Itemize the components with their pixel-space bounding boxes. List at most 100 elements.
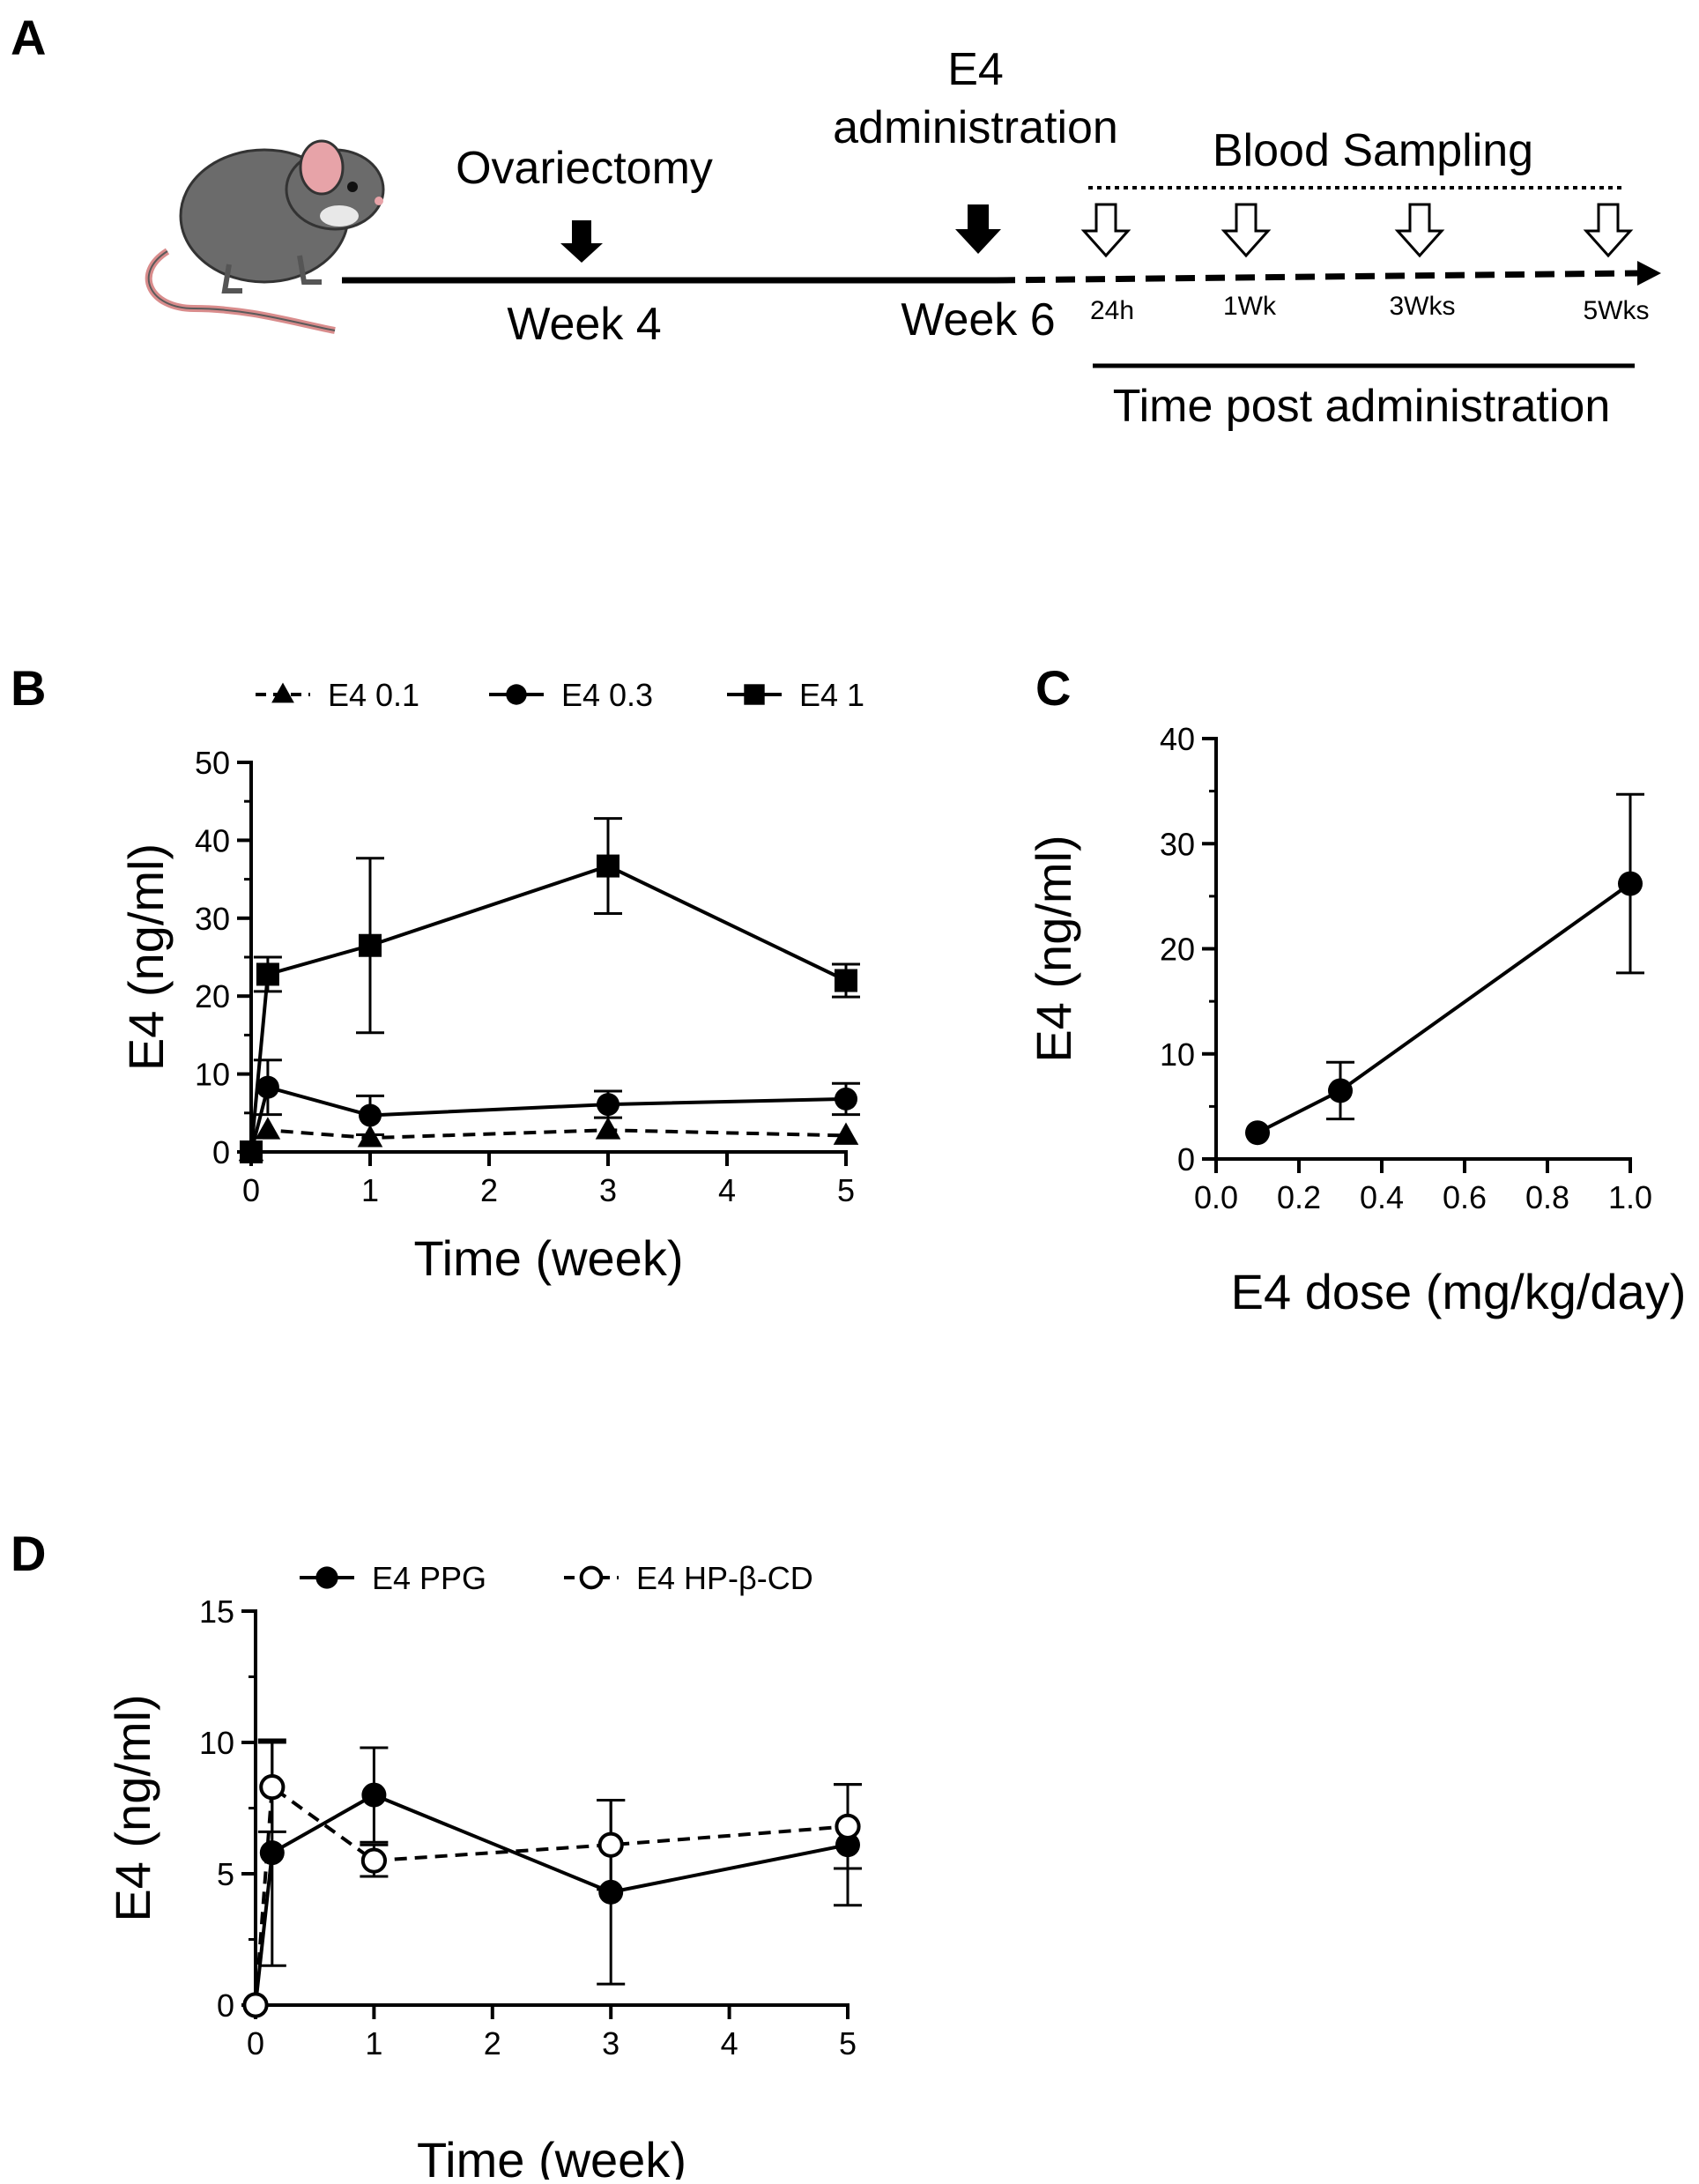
d-data-point	[242, 1992, 269, 2018]
b-x-tick-label: 5	[837, 1172, 855, 1208]
panel-a-timeline: A Ovariectomy Week 4 E4 administration W…	[11, 10, 1661, 432]
d-data-point	[598, 1879, 624, 1905]
d-legend-label: E4 HP-β-CD	[636, 1560, 813, 1596]
b-data-point	[256, 962, 279, 986]
b-x-tick-label: 1	[361, 1172, 379, 1208]
c-x-tick-label: 0.6	[1443, 1179, 1487, 1215]
c-y-tick-label: 40	[1160, 721, 1195, 757]
b-data-point	[256, 1075, 279, 1099]
d-data-point	[597, 1831, 624, 1858]
b-data-point	[835, 1087, 857, 1111]
d-legend-marker	[315, 1566, 338, 1589]
d-y-tick-label: 15	[199, 1593, 234, 1630]
e4-label: E4	[947, 44, 1004, 95]
b-legend-marker	[506, 684, 527, 705]
b-y-axis-title: E4 (ng/ml)	[118, 843, 174, 1071]
b-legend-label: E4 0.1	[328, 677, 419, 713]
b-legend-marker	[271, 682, 294, 703]
d-data-point	[259, 1774, 286, 1801]
c-y-axis-title: E4 (ng/ml)	[1026, 835, 1081, 1062]
c-y-tick-label: 20	[1160, 932, 1195, 968]
c-x-tick-label: 0.2	[1277, 1179, 1321, 1215]
d-x-tick-label: 4	[721, 2025, 738, 2061]
b-x-tick-label: 0	[242, 1172, 260, 1208]
chart-b: B 0 10 20 30 40 50 0 1 2 3 4 5 Time (week) E4 (ng/ml)…	[11, 660, 864, 1286]
sample-time-24h: 24h	[1090, 296, 1134, 325]
b-series-line-1	[249, 1085, 847, 1153]
b-data-point	[835, 969, 857, 992]
b-y-tick-label: 30	[195, 901, 230, 937]
c-data-point	[1328, 1078, 1353, 1103]
c-data-point	[1618, 871, 1643, 896]
administration-label: administration	[833, 102, 1118, 153]
timeline-dashed	[995, 270, 1640, 284]
b-data-point	[597, 854, 620, 878]
b-y-tick-label: 0	[212, 1134, 230, 1170]
mouse-icon	[145, 139, 385, 334]
d-x-axis-title: Time (week)	[417, 2132, 686, 2180]
panel-c-label: C	[1035, 660, 1071, 716]
b-series-line-0	[249, 1128, 847, 1154]
d-series-line-1	[254, 1783, 849, 2006]
d-y-tick-label: 5	[217, 1856, 234, 1892]
sample-arrow-5wks-icon	[1583, 203, 1634, 258]
sample-time-5wks: 5Wks	[1584, 296, 1650, 325]
week6-label: Week 6	[901, 294, 1055, 345]
timeline-arrowhead-icon	[1637, 261, 1661, 286]
d-data-point	[360, 1847, 387, 1874]
b-data-point	[833, 1122, 859, 1145]
d-data-point	[361, 1782, 387, 1808]
sample-time-3wks: 3Wks	[1390, 292, 1456, 321]
sample-arrow-1wk-icon	[1220, 203, 1272, 258]
b-legend-label: E4 0.3	[561, 677, 653, 713]
b-y-tick-label: 40	[195, 822, 230, 858]
d-x-tick-label: 3	[602, 2025, 620, 2061]
b-y-tick-label: 50	[195, 745, 230, 781]
d-data-point	[835, 1813, 861, 1839]
d-data-point	[259, 1840, 285, 1866]
panel-a-label: A	[11, 10, 46, 65]
c-x-tick-label: 0.0	[1194, 1179, 1238, 1215]
d-x-tick-label: 2	[484, 2025, 501, 2061]
b-y-tick-label: 10	[195, 1057, 230, 1093]
b-data-point	[359, 933, 382, 957]
d-x-tick-label: 5	[839, 2025, 857, 2061]
b-x-tick-label: 2	[480, 1172, 498, 1208]
b-data-point	[255, 1117, 281, 1140]
b-y-tick-label: 20	[195, 978, 230, 1014]
b-data-point	[595, 1117, 621, 1140]
d-y-axis-title: E4 (ng/ml)	[105, 1694, 160, 1921]
chart-d: D 0 5 10 15 0 1 2 3 4 5 Time (week) E4 (ng/ml) E4 PP…	[11, 1526, 862, 2184]
c-data-point	[1245, 1120, 1270, 1146]
b-x-axis-title: Time (week)	[414, 1230, 684, 1286]
b-series-line-2	[249, 864, 847, 1153]
sample-arrow-3wks-icon	[1394, 203, 1445, 258]
d-y-tick-label: 0	[217, 1987, 234, 2024]
c-series-line-0	[1257, 881, 1632, 1134]
b-data-point	[597, 1093, 620, 1117]
c-x-tick-label: 1.0	[1608, 1179, 1652, 1215]
sample-arrow-24h-icon	[1080, 203, 1131, 258]
d-x-tick-label: 0	[247, 2025, 264, 2061]
chart-c: C 0 10 20 30 40 0.0 0.2 0.4 0.6 0.8 1.0 E4 dose (mg…	[1026, 660, 1686, 1319]
time-post-label: Time post administration	[1113, 381, 1611, 432]
b-x-tick-label: 3	[599, 1172, 617, 1208]
ovariectomy-arrow-icon	[560, 220, 603, 263]
ovariectomy-label: Ovariectomy	[456, 143, 713, 194]
administration-arrow-icon	[955, 204, 1001, 254]
c-x-tick-label: 0.4	[1360, 1179, 1404, 1215]
b-legend-label: E4 1	[799, 677, 864, 713]
panel-b-label: B	[11, 660, 46, 716]
b-x-tick-label: 4	[718, 1172, 736, 1208]
d-series-line-0	[254, 1793, 849, 2006]
sample-time-1wk: 1Wk	[1223, 292, 1277, 321]
c-y-tick-label: 30	[1160, 826, 1195, 862]
d-y-tick-label: 10	[199, 1725, 234, 1761]
d-legend-label: E4 PPG	[372, 1560, 486, 1596]
c-x-tick-label: 0.8	[1525, 1179, 1569, 1215]
b-legend-marker	[744, 684, 765, 705]
panel-d-label: D	[11, 1526, 46, 1581]
d-x-tick-label: 1	[365, 2025, 382, 2061]
d-legend-marker	[579, 1565, 604, 1590]
b-data-point	[359, 1103, 382, 1127]
